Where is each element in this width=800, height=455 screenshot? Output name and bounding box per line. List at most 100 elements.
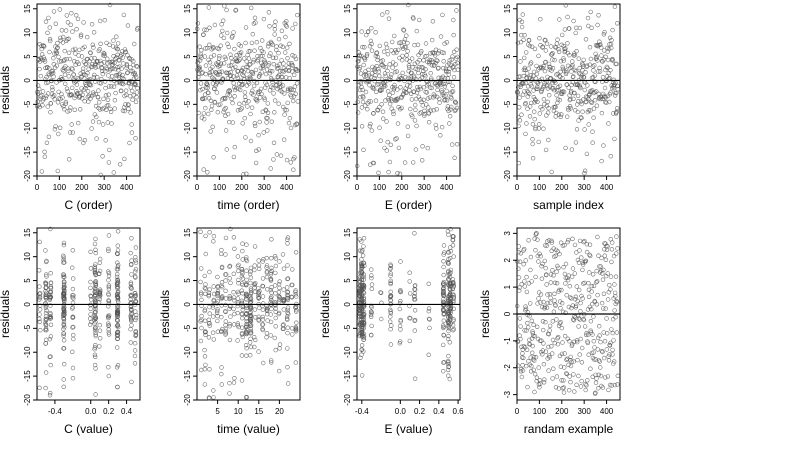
data-point bbox=[544, 272, 549, 277]
data-point bbox=[269, 290, 274, 295]
data-point bbox=[79, 54, 85, 59]
data-point bbox=[542, 60, 548, 65]
plot-frame bbox=[196, 3, 301, 177]
data-point bbox=[93, 366, 98, 371]
data-point bbox=[243, 395, 249, 400]
data-point bbox=[125, 23, 131, 28]
data-point bbox=[63, 28, 69, 33]
data-point bbox=[613, 315, 618, 320]
data-point bbox=[261, 63, 266, 69]
data-point bbox=[115, 277, 120, 283]
data-point bbox=[129, 379, 134, 385]
data-point bbox=[429, 85, 434, 91]
data-point bbox=[65, 20, 71, 25]
data-point bbox=[598, 264, 603, 269]
data-point bbox=[108, 109, 114, 115]
data-point bbox=[377, 104, 382, 110]
data-point bbox=[569, 359, 574, 364]
data-point bbox=[88, 82, 94, 88]
data-point bbox=[561, 265, 566, 270]
data-point bbox=[248, 293, 253, 299]
data-point bbox=[206, 57, 211, 63]
data-point bbox=[445, 229, 451, 234]
data-point bbox=[446, 72, 451, 77]
data-point bbox=[407, 270, 412, 275]
data-point bbox=[274, 152, 280, 157]
data-point bbox=[252, 48, 257, 53]
data-point bbox=[543, 349, 549, 354]
data-point bbox=[61, 285, 67, 290]
data-point bbox=[70, 276, 76, 281]
data-point bbox=[107, 59, 113, 65]
data-point bbox=[41, 43, 46, 48]
data-point bbox=[93, 262, 98, 267]
data-point bbox=[115, 308, 121, 313]
data-point bbox=[276, 297, 282, 302]
data-point bbox=[125, 102, 131, 107]
data-point bbox=[252, 121, 258, 126]
data-point bbox=[575, 257, 581, 263]
data-point bbox=[133, 82, 138, 87]
data-point bbox=[220, 285, 225, 290]
data-point bbox=[408, 291, 413, 296]
data-point bbox=[396, 145, 402, 151]
y-tick-label: -20 bbox=[23, 394, 32, 406]
data-point bbox=[227, 321, 233, 327]
data-point bbox=[46, 134, 52, 140]
data-point bbox=[115, 46, 121, 52]
data-point bbox=[369, 273, 374, 278]
data-point bbox=[264, 120, 269, 125]
data-point bbox=[525, 384, 530, 390]
data-point bbox=[281, 104, 286, 110]
data-point bbox=[450, 291, 455, 297]
y-tick-label: -5 bbox=[23, 324, 32, 332]
data-point bbox=[602, 85, 608, 91]
data-point bbox=[70, 349, 75, 354]
x-tick-label: 400 bbox=[600, 183, 614, 192]
data-point bbox=[223, 235, 229, 241]
data-point bbox=[200, 86, 205, 92]
data-point bbox=[566, 304, 572, 310]
data-point bbox=[430, 37, 435, 43]
data-point bbox=[359, 272, 364, 277]
data-point bbox=[293, 91, 298, 97]
data-point bbox=[414, 28, 419, 34]
data-point bbox=[395, 87, 400, 92]
data-point bbox=[399, 105, 404, 111]
data-point bbox=[110, 66, 115, 71]
data-point bbox=[575, 298, 580, 304]
data-point bbox=[64, 86, 70, 91]
y-axis-label: residuals bbox=[0, 290, 12, 338]
data-point bbox=[537, 385, 542, 390]
data-point bbox=[413, 147, 419, 152]
data-point bbox=[386, 169, 391, 175]
data-point bbox=[292, 72, 297, 78]
data-point bbox=[569, 305, 574, 311]
data-point bbox=[533, 274, 538, 280]
data-point bbox=[547, 328, 552, 333]
data-point bbox=[92, 310, 98, 315]
data-point bbox=[276, 281, 282, 287]
y-tick-label: -3 bbox=[503, 391, 512, 399]
data-point bbox=[253, 337, 258, 343]
data-point bbox=[355, 110, 361, 115]
data-point bbox=[202, 285, 208, 291]
data-point bbox=[237, 101, 242, 107]
data-point bbox=[64, 56, 69, 62]
data-point bbox=[289, 294, 294, 299]
data-point bbox=[203, 362, 208, 368]
data-point bbox=[246, 99, 251, 104]
data-point bbox=[252, 267, 257, 273]
data-point bbox=[270, 55, 276, 60]
data-point bbox=[380, 58, 385, 63]
y-tick-label: -15 bbox=[503, 146, 512, 158]
data-point bbox=[412, 328, 417, 333]
data-point bbox=[93, 327, 98, 332]
data-point bbox=[227, 381, 232, 386]
data-point bbox=[129, 130, 135, 135]
data-point bbox=[66, 68, 71, 74]
data-point bbox=[244, 258, 250, 264]
data-point bbox=[38, 73, 43, 79]
data-point bbox=[260, 317, 265, 322]
data-point bbox=[251, 57, 256, 63]
